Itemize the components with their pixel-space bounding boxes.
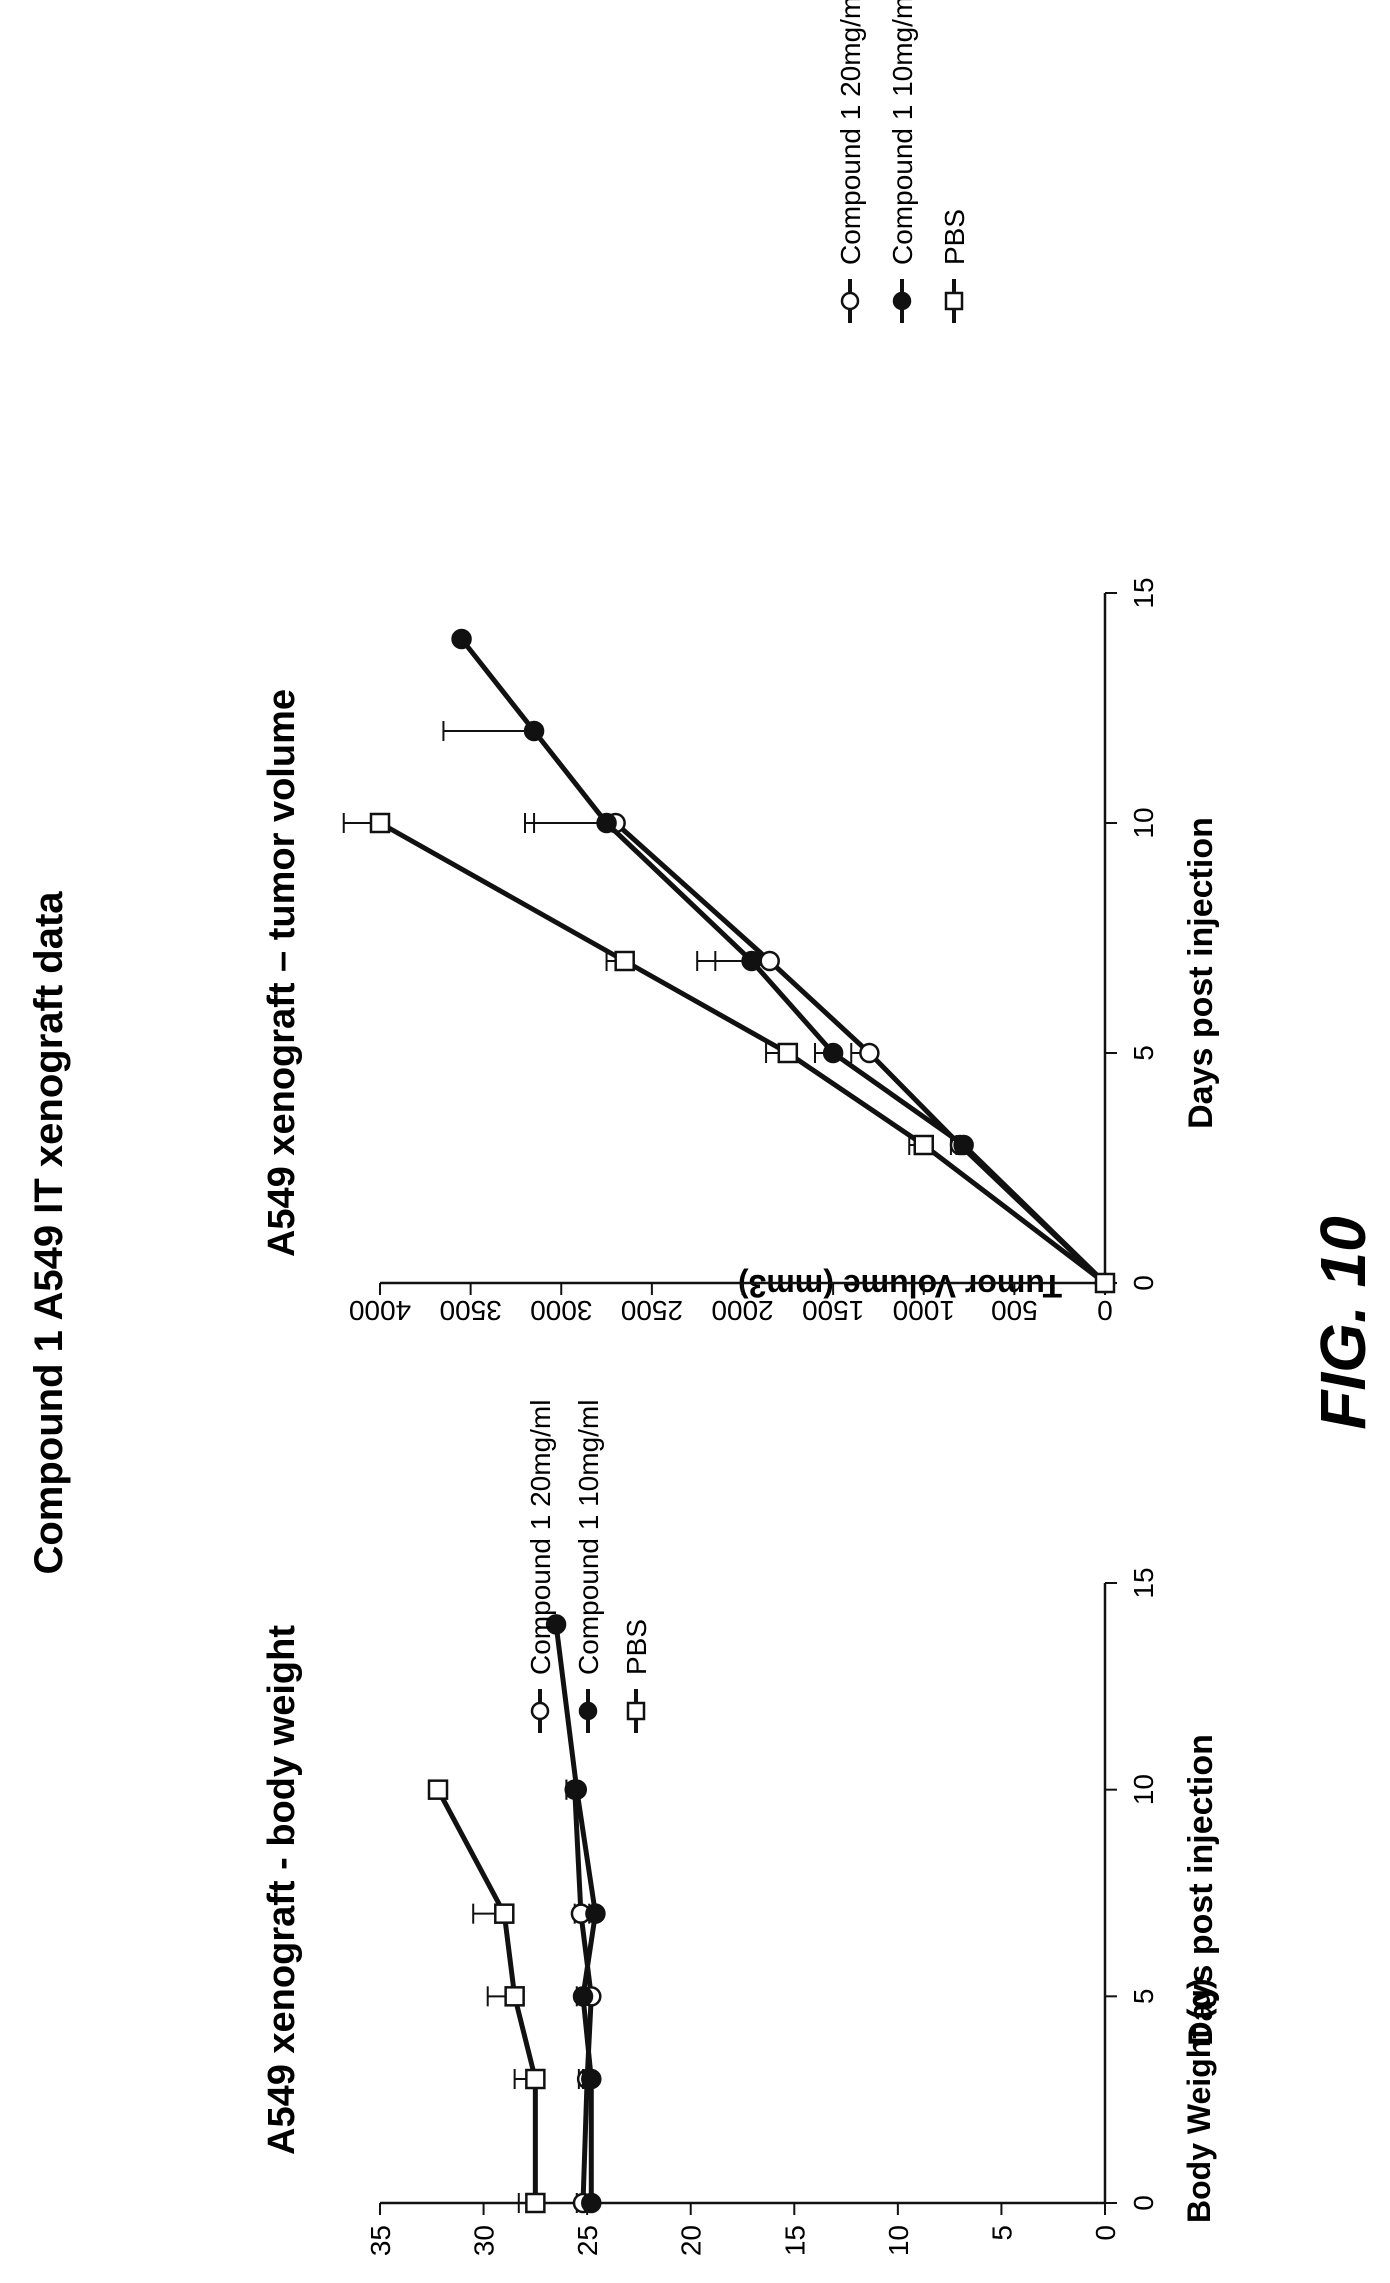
- y-tick-label: 0: [1090, 2225, 1121, 2241]
- y-tick-label: 2500: [621, 1295, 683, 1326]
- y-tick-label: 0: [1097, 1295, 1113, 1326]
- chart-title: A549 xenograft – tumor volume: [261, 689, 303, 1257]
- data-point: [572, 1986, 594, 2007]
- y-tick-label: 35: [365, 2225, 396, 2256]
- y-tick-label: 20: [676, 2225, 707, 2256]
- data-point: [1094, 1272, 1116, 1294]
- y-axis-label: Tumor Volume (mm3): [738, 1268, 1062, 1304]
- series-3: [427, 1779, 546, 2214]
- legend-label: PBS: [621, 1619, 652, 1675]
- data-point: [545, 1614, 567, 1635]
- legend-label: Compound 1 10mg/ml: [573, 1400, 604, 1675]
- x-tick-label: 5: [1128, 1989, 1159, 2005]
- data-point: [913, 1134, 934, 1156]
- data-point: [585, 1903, 606, 1924]
- series-line: [553, 1624, 598, 2203]
- y-tick-label: 2000: [711, 1295, 773, 1326]
- legend: Compound 1 20mg/ml Compound 1 10mg/ml PBS: [525, 1400, 652, 1733]
- data-point: [892, 291, 912, 311]
- data-point: [741, 950, 762, 972]
- y-tick-label: 25: [572, 2225, 603, 2256]
- data-point: [451, 628, 472, 650]
- data-point: [581, 2192, 602, 2214]
- tumor-volume-chart: A549 xenograft – tumor volume Days post …: [261, 0, 1220, 1326]
- data-point: [777, 1042, 799, 1064]
- x-axis-label: Days post injection: [1182, 817, 1220, 1129]
- x-tick-label: 15: [1128, 1567, 1159, 1598]
- y-tick-label: 1500: [802, 1295, 864, 1326]
- data-point: [759, 950, 780, 972]
- data-point: [523, 720, 545, 742]
- y-tick-label: 3000: [530, 1295, 592, 1326]
- legend: Compound 1 20mg/ml Compound 1 10mg/ml PBS: [835, 0, 970, 323]
- series-3: [342, 812, 1116, 1294]
- y-tick-label: 500: [991, 1295, 1038, 1326]
- x-axis-label: Days post injection: [1182, 1734, 1220, 2046]
- data-point: [944, 291, 964, 311]
- x-tick-label: 10: [1128, 807, 1159, 838]
- data-point: [596, 812, 617, 834]
- data-point: [578, 1701, 598, 1721]
- series-line: [378, 820, 1107, 1285]
- x-tick-label: 15: [1128, 577, 1159, 608]
- y-tick-label: 15: [779, 2225, 810, 2256]
- data-point: [840, 291, 860, 311]
- data-point: [953, 1134, 974, 1156]
- legend-label: PBS: [939, 209, 970, 265]
- figure-title: Compound 1 A549 IT xenograft data: [27, 891, 71, 1575]
- y-tick-label: 3500: [439, 1295, 501, 1326]
- chart-title: A549 xenograft - body weight: [261, 1625, 303, 2155]
- data-point: [614, 950, 635, 972]
- data-point: [525, 2068, 546, 2090]
- y-tick-label: 30: [469, 2225, 500, 2256]
- y-tick-label: 4000: [349, 1295, 411, 1326]
- x-tick-label: 0: [1128, 2195, 1159, 2211]
- body-weight-chart: A549 xenograft - body weight Days post i…: [261, 1400, 1220, 2257]
- x-tick-label: 10: [1128, 1774, 1159, 1805]
- data-point: [504, 1986, 525, 2007]
- series-2: [545, 1614, 606, 2214]
- legend-label: Compound 1 20mg/ml: [835, 0, 866, 265]
- figure-label: FIG. 10: [1307, 1216, 1379, 1429]
- y-tick-label: 5: [986, 2225, 1017, 2241]
- data-point: [525, 2192, 546, 2214]
- x-tick-label: 0: [1128, 1275, 1159, 1291]
- x-tick-label: 5: [1128, 1045, 1159, 1061]
- legend-label: Compound 1 20mg/ml: [525, 1400, 556, 1675]
- data-point: [427, 1779, 449, 1800]
- y-tick-label: 10: [883, 2225, 914, 2256]
- data-point: [494, 1903, 515, 1924]
- data-point: [566, 1779, 588, 1800]
- data-point: [822, 1042, 844, 1064]
- y-axis-label: Body Weight (g): [1181, 1978, 1217, 2223]
- data-point: [530, 1701, 550, 1721]
- data-point: [369, 812, 391, 834]
- data-point: [626, 1701, 646, 1721]
- series-line: [459, 637, 1107, 1285]
- legend-label: Compound 1 10mg/ml: [887, 0, 918, 265]
- y-tick-label: 1000: [893, 1295, 955, 1326]
- data-point: [859, 1042, 880, 1064]
- data-point: [581, 2068, 602, 2090]
